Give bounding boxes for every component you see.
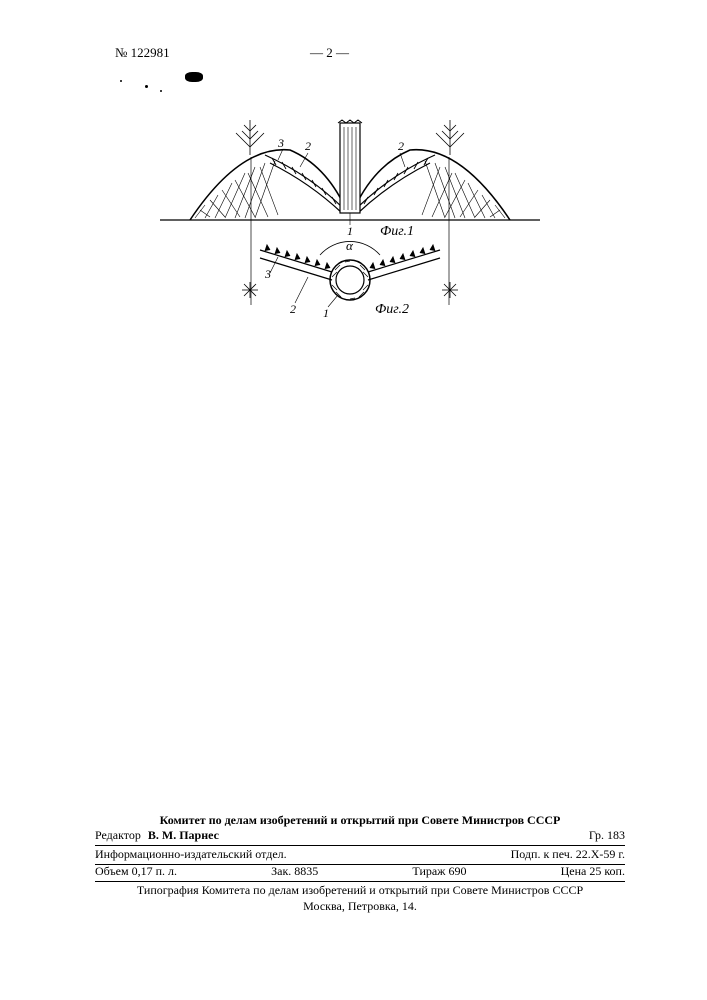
page: № 122981 — 2 — [0,0,707,1000]
print-run: Тираж 690 [412,864,466,879]
callout-3: 3 [277,136,284,150]
editor-label: Редактор [95,828,141,842]
typography-name: Типография Комитета по делам изобретений… [137,883,583,897]
technical-drawing: 1 2 2 3 Фиг.1 [150,105,550,345]
order-number: Зак. 8835 [271,864,318,879]
document-number: № 122981 [115,45,170,61]
callout-f2-2: 2 [290,302,296,316]
volume: Объем 0,17 п. л. [95,864,177,879]
callout-2-left: 2 [305,139,311,153]
bush-left [236,120,264,155]
group-code: Гр. 183 [589,828,625,843]
fig1-label: Фиг.1 [380,224,414,239]
price: Цена 25 коп. [561,864,625,879]
typography-address: Москва, Петровка, 14. [303,899,417,913]
typography-block: Типография Комитета по делам изобретений… [95,882,625,914]
imprint-row-2: Объем 0,17 п. л. Зак. 8835 Тираж 690 Цен… [95,864,625,882]
committee-line: Комитет по делам изобретений и открытий … [95,813,625,828]
publishing-dept: Информационно-издательский отдел. [95,847,287,862]
callout-1: 1 [347,224,353,238]
figures-block: 1 2 2 3 Фиг.1 [150,105,550,345]
callout-f2-1: 1 [323,306,329,320]
callout-f2-3: 3 [264,267,271,281]
bush-right [436,120,464,155]
fig2-label: Фиг.2 [375,302,409,317]
signed-to-print: Подп. к печ. 22.X-59 г. [511,847,625,862]
editor-name: В. М. Парнес [148,828,219,842]
angle-label: α [346,238,354,253]
imprint-row-1: Информационно-издательский отдел. Подп. … [95,847,625,865]
figure-2: α 1 2 [242,238,458,320]
callout-2-right: 2 [398,139,404,153]
editor-row: Редактор В. М. Парнес Гр. 183 [95,828,625,846]
page-number-marker: — 2 — [310,45,349,61]
